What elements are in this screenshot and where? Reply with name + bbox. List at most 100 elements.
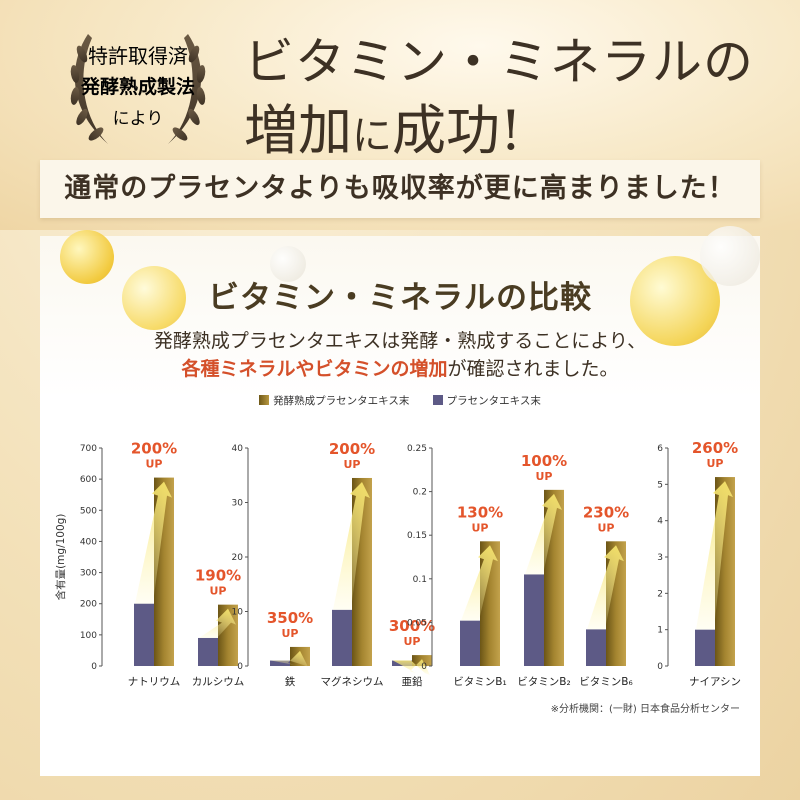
category-label: ビタミンB₁	[453, 676, 506, 688]
y-tick-label: 0.2	[413, 488, 427, 498]
y-tick-label: 0.25	[407, 444, 427, 454]
section-title: ビタミン・ミネラルの比較	[208, 280, 592, 316]
patent-badge: 特許取得済 発酵熟成製法 により	[48, 14, 228, 164]
y-tick-label: 4	[657, 517, 663, 527]
category-label: カルシウム	[192, 676, 245, 688]
y-tick-label: 300	[80, 569, 97, 579]
badge-line-1: 特許取得済	[88, 44, 188, 68]
increase-percent-label: 200%	[131, 440, 177, 458]
bar-regular	[524, 574, 544, 666]
headline-particle: に	[352, 113, 392, 159]
category-label: ビタミンB₆	[579, 676, 632, 688]
category-label: マグネシウム	[321, 675, 384, 688]
bar-regular	[270, 660, 290, 666]
y-tick-label: 10	[232, 608, 244, 618]
category-label: ナイアシン	[689, 676, 741, 688]
decorative-droplet	[700, 226, 760, 286]
subheadline-band: 通常のプラセンタよりも吸収率が更に高まりました！	[40, 160, 760, 218]
increase-arrow	[199, 608, 236, 638]
legend-label-fermented: 発酵熟成プラセンタエキス末	[273, 395, 410, 407]
increase-percent-label: 100%	[521, 452, 567, 470]
y-tick-label: 0.1	[413, 575, 427, 585]
y-tick-label: 1	[657, 626, 663, 636]
increase-up-label: UP	[282, 627, 299, 640]
increase-percent-label: 260%	[692, 439, 738, 457]
increase-percent-label: 230%	[583, 503, 629, 521]
y-tick-label: 500	[80, 506, 97, 516]
headline-line-2: 増加に成功!	[244, 86, 522, 165]
y-axis-label: 含有量(mg/100g)	[54, 514, 67, 601]
increase-up-label: UP	[344, 458, 361, 471]
y-tick-label: 0.15	[407, 531, 427, 541]
legend-swatch-fermented	[259, 395, 270, 405]
increase-percent-label: 130%	[457, 503, 503, 521]
increase-up-label: UP	[210, 585, 227, 598]
category-label: ナトリウム	[128, 676, 181, 688]
increase-up-label: UP	[404, 635, 421, 648]
increase-arrow	[525, 493, 562, 575]
y-tick-label: 100	[80, 631, 97, 641]
increase-percent-label: 190%	[195, 567, 241, 585]
y-tick-label: 40	[232, 444, 244, 454]
increase-arrow	[271, 650, 308, 667]
y-tick-label: 0	[237, 662, 243, 672]
bar-regular	[332, 609, 352, 666]
headline-increase: 増加	[244, 99, 352, 162]
y-tick-label: 3	[657, 553, 663, 563]
legend-item-fermented: 発酵熟成プラセンタエキス末	[259, 395, 409, 407]
increase-up-label: UP	[598, 521, 615, 534]
increase-up-label: UP	[536, 470, 553, 483]
chart-legend: 発酵熟成プラセンタエキス末 プラセンタエキス末	[40, 393, 760, 408]
increase-up-label: UP	[472, 521, 489, 534]
headline-line-1: ビタミン・ミネラルの	[244, 33, 754, 91]
y-tick-label: 5	[657, 480, 663, 490]
bar-regular	[695, 629, 715, 666]
category-label: ビタミンB₂	[517, 676, 570, 688]
y-tick-label: 200	[80, 600, 97, 610]
description-line-2: 各種ミネラルやビタミンの増加が確認されました。	[40, 354, 760, 381]
y-tick-label: 0	[91, 662, 97, 672]
y-tick-label: 0.05	[407, 618, 427, 628]
increase-percent-label: 200%	[329, 440, 375, 458]
bar-regular	[198, 637, 218, 666]
description-line-1: 発酵熟成プラセンタエキスは発酵・熟成することにより、	[153, 330, 647, 352]
description-rest: が確認されました。	[447, 358, 619, 380]
y-tick-label: 0	[657, 662, 663, 672]
increase-arrow	[393, 659, 430, 676]
category-label: 鉄	[285, 675, 296, 688]
increase-arrow	[135, 481, 172, 604]
legend-item-regular: プラセンタエキス末	[432, 395, 541, 407]
bar-regular	[134, 603, 154, 666]
increase-percent-label: 300%	[389, 617, 435, 635]
badge-line-3: により	[112, 109, 164, 129]
source-note: ※分析機関：(一財) 日本食品分析センター	[550, 704, 740, 715]
y-tick-label: 20	[232, 553, 244, 563]
category-label: 亜鉛	[402, 675, 423, 688]
decorative-droplet	[122, 266, 186, 330]
comparison-card: ビタミン・ミネラルの比較 発酵熟成プラセンタエキスは発酵・熟成することにより、 …	[40, 226, 760, 776]
increase-percent-label: 350%	[267, 609, 313, 627]
laurel-wreath-icon	[70, 34, 206, 144]
legend-label-regular: プラセンタエキス末	[446, 395, 541, 407]
legend-swatch-regular	[432, 395, 443, 405]
y-tick-label: 6	[657, 444, 663, 454]
bar-regular	[460, 620, 480, 666]
increase-up-label: UP	[146, 458, 163, 471]
decorative-droplet	[270, 246, 306, 282]
badge-line-2: 発酵熟成製法	[80, 76, 195, 98]
increase-arrow	[333, 481, 370, 610]
increase-up-label: UP	[707, 457, 724, 470]
y-tick-label: 700	[80, 444, 97, 454]
bar-regular	[586, 629, 606, 666]
increase-arrow	[587, 545, 624, 630]
y-tick-label: 600	[80, 475, 97, 485]
subheadline: 通常のプラセンタよりも吸収率が更に高まりました！	[64, 173, 736, 204]
y-tick-label: 0	[421, 662, 427, 672]
increase-arrow	[461, 545, 498, 621]
headline-success: 成功!	[392, 99, 522, 162]
decorative-droplet	[60, 230, 114, 284]
description-highlight: 各種ミネラルやビタミンの増加	[181, 358, 448, 380]
y-tick-label: 2	[657, 589, 663, 599]
y-tick-label: 30	[232, 499, 244, 509]
increase-arrow	[696, 481, 733, 630]
